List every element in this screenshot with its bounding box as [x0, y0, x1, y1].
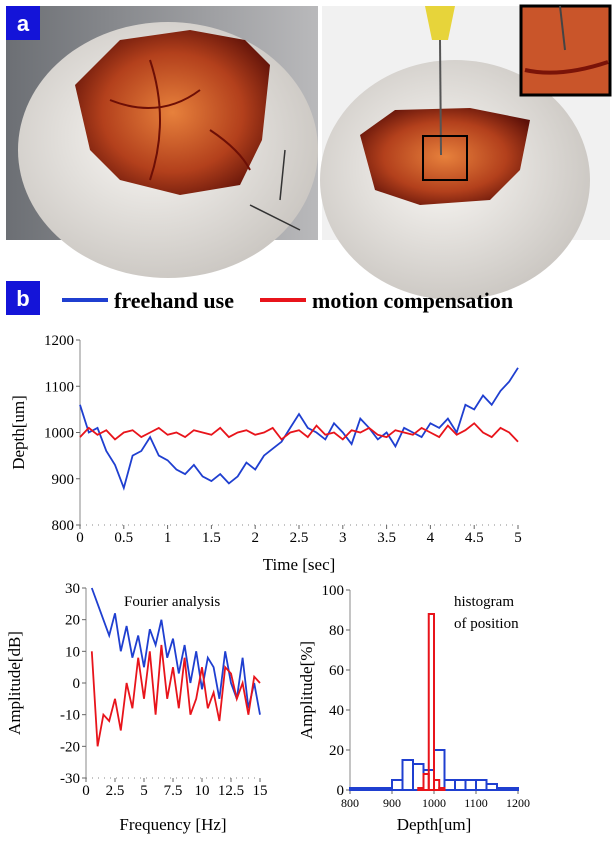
y-tick-label: 1000 — [44, 426, 74, 442]
histogram-bar — [455, 780, 466, 790]
x-tick-label: 3.5 — [377, 530, 396, 546]
x-tick-label: 0.5 — [114, 530, 133, 546]
y-tick-label: 100 — [322, 583, 345, 599]
histogram-bar — [350, 788, 361, 790]
annotation: Fourier analysis — [124, 594, 220, 610]
figure: a b 80090010001100120000.511.522.533.544… — [0, 0, 614, 839]
x-tick-label: 4 — [427, 530, 435, 546]
y-tick-label: 20 — [329, 743, 344, 759]
histogram-bar — [429, 614, 434, 790]
x-tick-label: 10 — [195, 783, 210, 799]
y-tick-label: 30 — [65, 581, 80, 597]
histogram-bar — [508, 788, 519, 790]
y-tick-label: 800 — [52, 518, 75, 534]
histogram-bar — [413, 764, 424, 790]
y-tick-label: 20 — [65, 613, 80, 629]
y-axis-title: Amplitude[%] — [297, 641, 316, 739]
x-tick-label: 3 — [339, 530, 347, 546]
annotation: of position — [454, 616, 519, 632]
x-tick-label: 1100 — [464, 796, 488, 810]
x-axis-title: Time [sec] — [263, 555, 336, 574]
x-tick-label: 5 — [140, 783, 148, 799]
y-tick-label: 900 — [52, 472, 75, 488]
y-tick-label: -30 — [60, 771, 80, 787]
photo-left — [6, 6, 318, 278]
panel-label: b — [16, 286, 29, 311]
x-tick-label: 7.5 — [164, 783, 183, 799]
panel-label: a — [17, 11, 30, 36]
x-axis-title: Depth[um] — [397, 815, 472, 834]
y-tick-label: 10 — [65, 644, 80, 660]
histogram-bar — [445, 780, 456, 790]
histogram-bar — [439, 788, 444, 790]
y-tick-label: 1200 — [44, 333, 74, 349]
x-tick-label: 800 — [341, 796, 359, 810]
histogram-bar — [476, 780, 487, 790]
y-tick-label: 60 — [329, 663, 344, 679]
x-tick-label: 0 — [76, 530, 84, 546]
histogram-bar — [382, 788, 393, 790]
y-tick-label: 40 — [329, 703, 344, 719]
legend-label: freehand use — [114, 288, 234, 313]
x-tick-label: 2.5 — [106, 783, 125, 799]
x-tick-label: 2.5 — [290, 530, 309, 546]
y-axis-title: Amplitude[dB] — [5, 631, 24, 735]
y-tick-label: 1100 — [45, 379, 74, 395]
x-tick-label: 0 — [82, 783, 90, 799]
histogram-bar — [361, 788, 372, 790]
y-axis-title: Depth[um] — [9, 395, 28, 470]
x-tick-label: 2 — [251, 530, 259, 546]
annotation: histogram — [454, 594, 514, 610]
x-tick-label: 1200 — [506, 796, 530, 810]
x-axis-title: Frequency [Hz] — [119, 815, 226, 834]
histogram-bar — [497, 788, 508, 790]
x-tick-label: 12.5 — [218, 783, 244, 799]
y-tick-label: 0 — [73, 676, 81, 692]
histogram-bar — [487, 784, 498, 790]
histogram-bar — [403, 760, 414, 790]
histogram-bar — [392, 780, 403, 790]
data-line — [80, 368, 518, 488]
y-tick-label: -20 — [60, 739, 80, 755]
x-tick-label: 15 — [253, 783, 268, 799]
x-tick-label: 1 — [164, 530, 172, 546]
histogram-bar — [371, 788, 382, 790]
y-tick-label: 80 — [329, 623, 344, 639]
y-tick-label: -10 — [60, 708, 80, 724]
photo-right — [320, 6, 610, 300]
x-tick-label: 1.5 — [202, 530, 221, 546]
legend-label: motion compensation — [312, 288, 513, 313]
x-tick-label: 1000 — [422, 796, 446, 810]
x-tick-label: 900 — [383, 796, 401, 810]
histogram-bar — [466, 780, 477, 790]
x-tick-label: 5 — [514, 530, 522, 546]
x-tick-label: 4.5 — [465, 530, 484, 546]
